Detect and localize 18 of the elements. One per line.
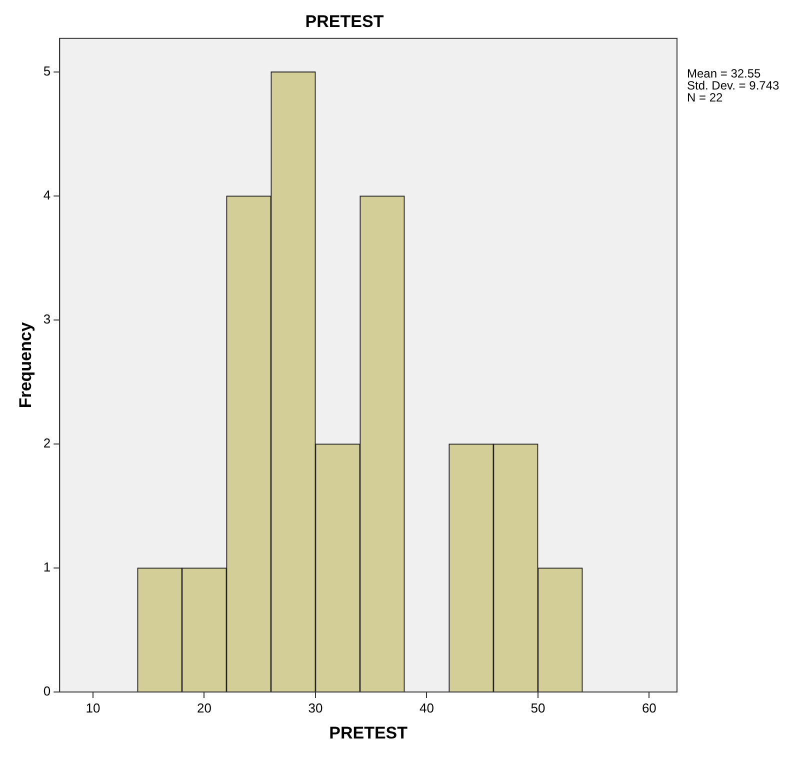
x-axis-title: PRETEST bbox=[329, 723, 408, 742]
y-axis-title: Frequency bbox=[16, 322, 35, 408]
y-tick-label: 5 bbox=[43, 63, 51, 78]
y-tick-label: 1 bbox=[43, 560, 51, 575]
text: Std. Dev. = 9.743 bbox=[687, 78, 780, 93]
x-tick-label: 20 bbox=[197, 700, 212, 716]
text: Mean = 32.55 bbox=[687, 66, 762, 81]
text: N = 22 bbox=[687, 90, 724, 105]
x-tick-label: 60 bbox=[642, 700, 656, 716]
x-tick-label: 50 bbox=[530, 700, 546, 716]
y-tick-label: 3 bbox=[43, 312, 51, 327]
x-tick-label: 30 bbox=[308, 700, 323, 716]
chart-title: PRETEST bbox=[305, 12, 384, 31]
y-tick-label: 4 bbox=[43, 187, 51, 202]
y-tick-label: 0 bbox=[43, 684, 51, 699]
x-tick-label: 10 bbox=[86, 700, 100, 716]
y-tick-label: 2 bbox=[43, 436, 51, 451]
x-tick-label: 40 bbox=[419, 700, 434, 716]
